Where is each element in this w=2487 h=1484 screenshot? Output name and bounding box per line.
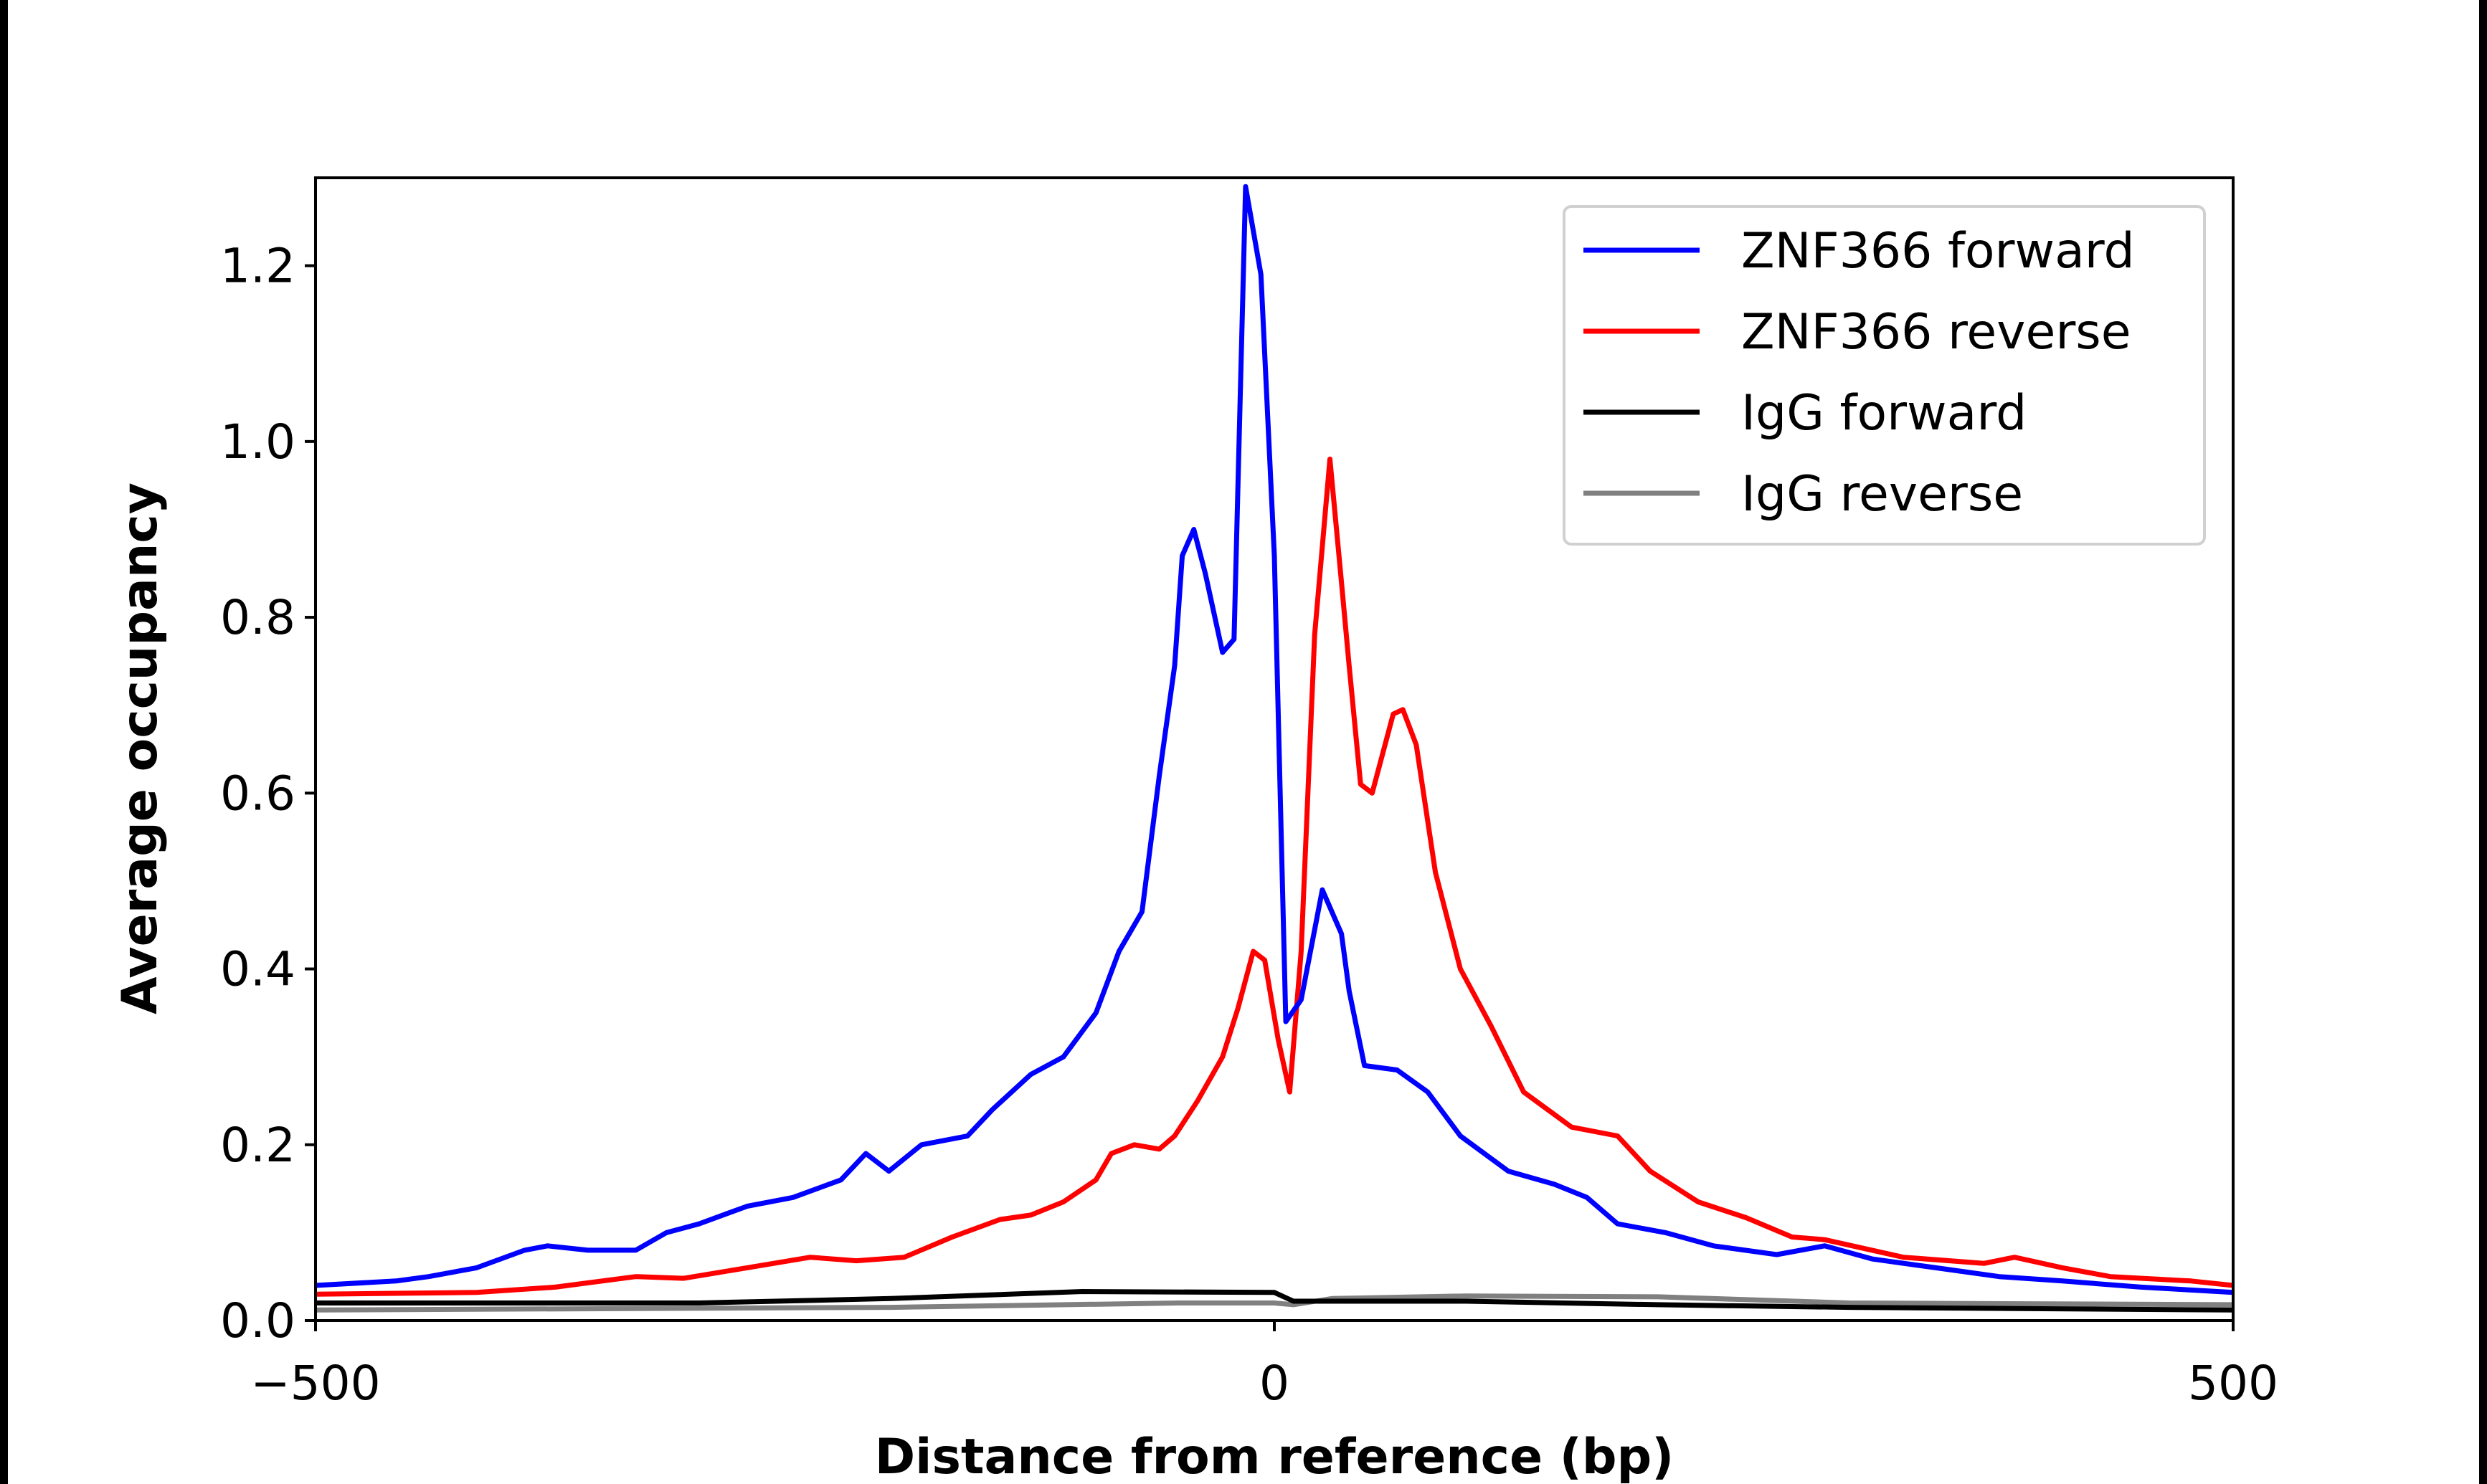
legend-label: ZNF366 forward <box>1741 223 2135 280</box>
y-axis-label: Average occupancy <box>112 482 169 1014</box>
series-line-znf366-forward <box>315 184 2234 1295</box>
legend-label: ZNF366 reverse <box>1741 304 2131 361</box>
axes: 0.0 0.2 0.4 0.6 0.8 1.0 1.2 −500 0 500 <box>220 176 2278 1411</box>
y-tick-label: 0.8 <box>220 590 295 645</box>
plot-area <box>315 184 2234 1313</box>
series-line-igg-forward <box>316 1289 2234 1313</box>
right-border <box>2479 0 2487 1484</box>
legend-label: IgG forward <box>1741 385 2027 442</box>
legend: ZNF366 forward ZNF366 reverse IgG forward I… <box>1563 205 2206 546</box>
left-border <box>0 0 8 1484</box>
legend-box <box>1563 205 2206 546</box>
y-tick-label: 1.2 <box>220 239 295 294</box>
y-tick-label: 0.0 <box>220 1293 295 1349</box>
y-tick-label: 0.2 <box>220 1118 295 1173</box>
x-axis-label: Distance from reference (bp) <box>875 1429 1674 1484</box>
series-line-znf366-reverse <box>315 456 2234 1297</box>
x-tick-label: −500 <box>250 1356 380 1411</box>
y-tick-label: 0.4 <box>220 942 295 997</box>
x-tick-label: 0 <box>1259 1356 1289 1411</box>
y-tick-label: 0.6 <box>220 766 295 821</box>
legend-label: IgG reverse <box>1741 466 2023 523</box>
x-tick-label: 500 <box>2188 1356 2278 1411</box>
y-tick-label: 1.0 <box>220 414 295 470</box>
